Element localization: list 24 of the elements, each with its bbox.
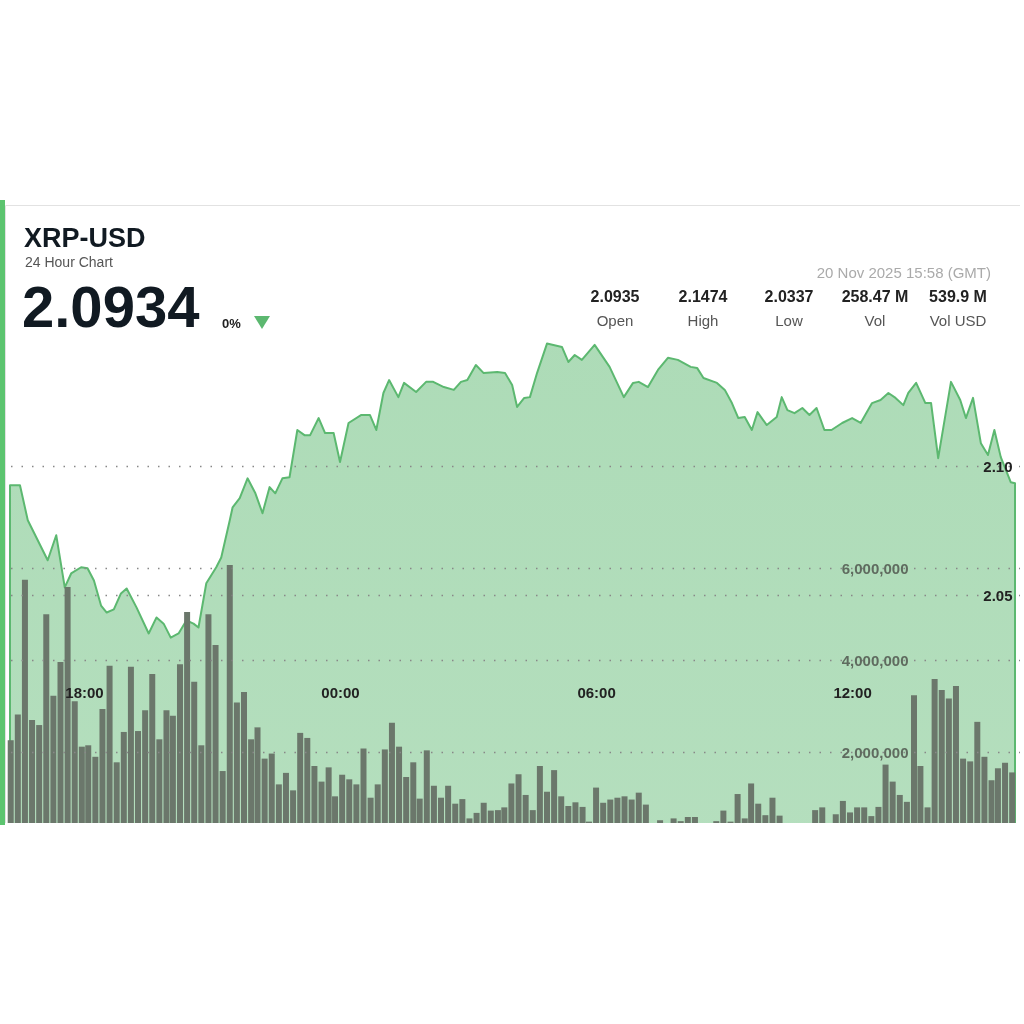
annotation: 0% [222, 315, 241, 331]
annotation: Open [596, 311, 634, 329]
annotation: 539.9 M [929, 288, 987, 305]
annotation: Vol USD [929, 311, 987, 329]
annotation: 2.1474 [678, 288, 728, 305]
x-tick-label: 18:00 [65, 683, 104, 701]
annotation: 2.0337 [764, 288, 814, 305]
y2-tick-label: 6,000,000 [841, 559, 909, 577]
text: 24 Hour Chart [25, 254, 113, 270]
annotation: 2.0935 [590, 288, 640, 305]
y2-tick-label: 4,000,000 [841, 651, 909, 669]
annotation: High [687, 311, 719, 329]
x-tick-label: 06:00 [577, 683, 616, 701]
y2-tick-label: 2,000,000 [841, 743, 909, 761]
x-tick-label: 12:00 [833, 683, 872, 701]
y-tick-label: 2.10 [983, 457, 1013, 475]
annotation: 258.47 M [841, 288, 909, 305]
annotation: Low [775, 311, 803, 329]
annotation: 2.0934 [22, 274, 200, 339]
annotation: Vol [864, 311, 886, 329]
annotation: 20 Nov 2025 15:58 (GMT) [816, 263, 991, 281]
y-tick-label: 2.05 [983, 586, 1013, 604]
text: XRP-USD [24, 222, 146, 253]
x-tick-label: 00:00 [321, 683, 360, 701]
